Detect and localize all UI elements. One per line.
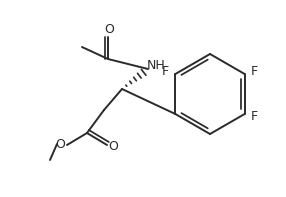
Text: F: F: [251, 64, 258, 77]
Text: O: O: [55, 138, 65, 151]
Text: F: F: [162, 64, 169, 77]
Text: F: F: [251, 110, 258, 123]
Text: O: O: [108, 140, 118, 153]
Text: NH: NH: [147, 59, 165, 72]
Text: O: O: [104, 22, 114, 35]
